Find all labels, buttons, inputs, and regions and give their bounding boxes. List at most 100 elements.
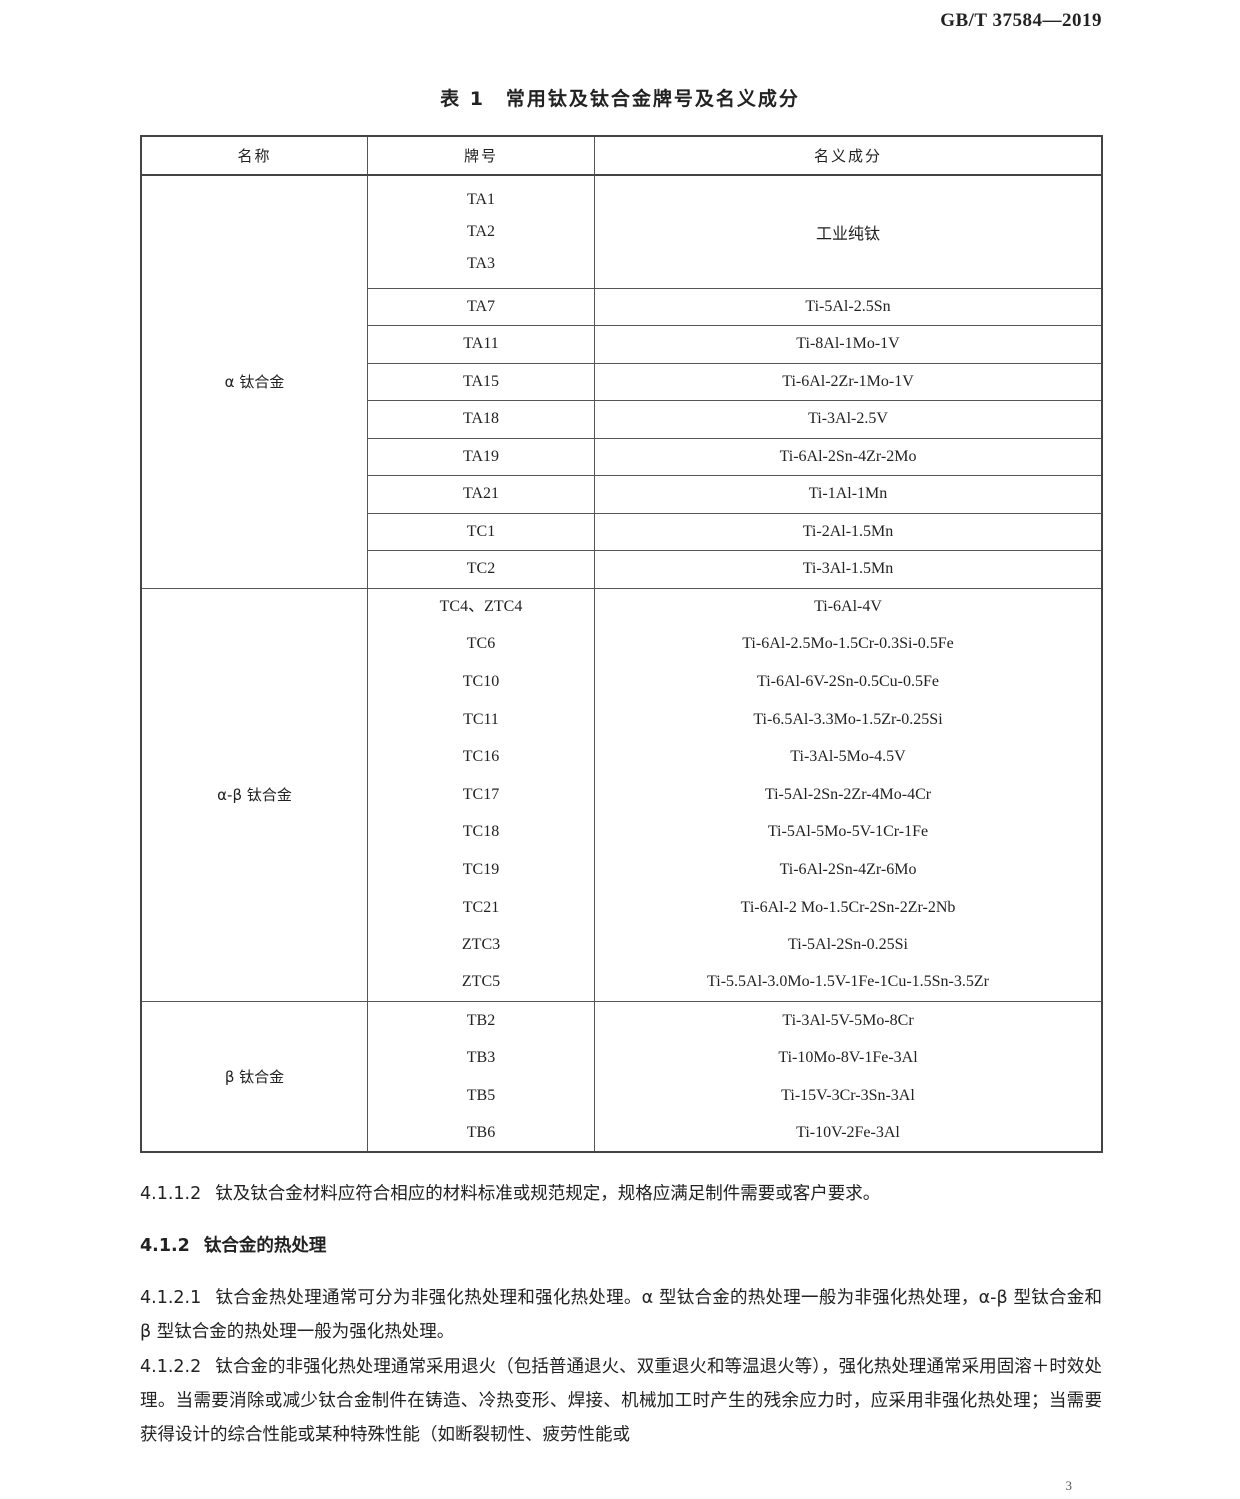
table-row: TC6 Ti-6Al-2.5Mo-1.5Cr-0.3Si-0.5Fe bbox=[141, 625, 1103, 664]
grade-label: TA11 bbox=[463, 335, 499, 353]
grade-label: TC17 bbox=[462, 785, 500, 803]
grade-cell: TA21 bbox=[367, 475, 595, 514]
grade-cell: TB6 bbox=[367, 1114, 595, 1153]
grade-cell: TC6 bbox=[367, 625, 595, 664]
table-row: ZTC3 Ti-5Al-2Sn-0.25Si bbox=[141, 926, 1103, 964]
grade-label: TA3 bbox=[466, 254, 496, 272]
composition-cell: Ti-3Al-1.5Mn bbox=[594, 550, 1103, 589]
clause-text: 钛及钛合金材料应符合相应的材料标准或规范规定，规格应满足制件需要或客户要求。 bbox=[215, 1184, 881, 1204]
grade-label: TC4、ZTC4 bbox=[439, 598, 523, 616]
heading-4-1-2: 4.1.2 钛合金的热处理 bbox=[140, 1229, 1102, 1263]
grade-label: TC11 bbox=[463, 710, 499, 728]
grade-label: TC19 bbox=[462, 860, 500, 878]
grade-cell: TC11 bbox=[367, 700, 595, 739]
composition-cell: Ti-15V-3Cr-3Sn-3Al bbox=[594, 1076, 1103, 1115]
table-row: TB5 Ti-15V-3Cr-3Sn-3Al bbox=[141, 1076, 1103, 1115]
table-row: TA11 Ti-8Al-1Mo-1V bbox=[141, 325, 1103, 364]
table-caption: 表 1 常用钛及钛合金牌号及名义成分 bbox=[440, 88, 800, 110]
table-row: TA7 Ti-5Al-2.5Sn bbox=[141, 288, 1103, 326]
grade-cell: TA19 bbox=[367, 438, 595, 476]
composition-cell: Ti-2Al-1.5Mn bbox=[594, 513, 1103, 551]
grade-label: TC18 bbox=[462, 823, 500, 841]
column-header-grade: 牌号 bbox=[367, 136, 595, 176]
composition-cell: Ti-3Al-5Mo-4.5V bbox=[594, 738, 1103, 776]
table-row: TC1 Ti-2Al-1.5Mn bbox=[141, 513, 1103, 551]
composition-cell: Ti-8Al-1Mo-1V bbox=[594, 325, 1103, 364]
grade-cell: TC10 bbox=[367, 663, 595, 701]
table-row: TB3 Ti-10Mo-8V-1Fe-3Al bbox=[141, 1039, 1103, 1077]
column-header-name: 名称 bbox=[140, 136, 368, 176]
composition-cell: Ti-1Al-1Mn bbox=[594, 475, 1103, 514]
clause-number: 4.1.2.1 bbox=[140, 1288, 202, 1308]
grade-cell: ZTC3 bbox=[367, 926, 595, 964]
grade-cell: TA1 TA2 TA3 bbox=[367, 175, 595, 289]
composition-cell: Ti-5Al-2.5Sn bbox=[594, 288, 1103, 326]
composition-cell: Ti-6Al-2Sn-4Zr-2Mo bbox=[594, 438, 1103, 476]
table-header-row: 名称 牌号 名义成分 bbox=[140, 136, 1103, 176]
table-row: TB6 Ti-10V-2Fe-3Al bbox=[141, 1114, 1103, 1153]
table-row: TC2 Ti-3Al-1.5Mn bbox=[141, 550, 1103, 589]
standard-number: GB/T 37584—2019 bbox=[940, 10, 1102, 31]
clause-number: 4.1.2.2 bbox=[140, 1357, 202, 1377]
grade-label: TB5 bbox=[466, 1086, 496, 1104]
grade-cell: TA15 bbox=[367, 363, 595, 401]
composition-cell: Ti-10V-2Fe-3Al bbox=[594, 1114, 1103, 1153]
grade-label: TA2 bbox=[466, 222, 496, 240]
grade-cell: TB2 bbox=[367, 1001, 595, 1040]
table-row: ZTC5 Ti-5.5Al-3.0Mo-1.5V-1Fe-1Cu-1.5Sn-3.… bbox=[141, 963, 1103, 1003]
grade-cell: ZTC5 bbox=[367, 963, 595, 1003]
table-row: TC17 Ti-5Al-2Sn-2Zr-4Mo-4Cr bbox=[141, 775, 1103, 814]
grade-label: ZTC5 bbox=[461, 973, 501, 991]
grade-cell: TA18 bbox=[367, 400, 595, 439]
paragraph-4-1-1-2: 4.1.1.2 钛及钛合金材料应符合相应的材料标准或规范规定，规格应满足制件需要或… bbox=[140, 1177, 1102, 1211]
grade-label: TC16 bbox=[462, 748, 500, 766]
table-row: TC10 Ti-6Al-6V-2Sn-0.5Cu-0.5Fe bbox=[141, 663, 1103, 701]
paragraph-4-1-2-2: 4.1.2.2 钛合金的非强化热处理通常采用退火（包括普通退火、双重退火和等温退火… bbox=[140, 1350, 1102, 1452]
grade-label: TC21 bbox=[462, 898, 500, 916]
composition-cell: Ti-6Al-2.5Mo-1.5Cr-0.3Si-0.5Fe bbox=[594, 625, 1103, 664]
grade-cell: TB3 bbox=[367, 1039, 595, 1077]
composition-cell: Ti-6Al-2Zr-1Mo-1V bbox=[594, 363, 1103, 401]
grade-label: TA15 bbox=[462, 372, 500, 390]
composition-cell: Ti-6Al-2 Mo-1.5Cr-2Sn-2Zr-2Nb bbox=[594, 888, 1103, 927]
grade-cell: TC1 bbox=[367, 513, 595, 551]
table-row: TA21 Ti-1Al-1Mn bbox=[141, 475, 1103, 514]
composition-cell: Ti-10Mo-8V-1Fe-3Al bbox=[594, 1039, 1103, 1077]
composition-cell: Ti-6.5Al-3.3Mo-1.5Zr-0.25Si bbox=[594, 700, 1103, 739]
heading-text: 钛合金的热处理 bbox=[203, 1236, 327, 1256]
grade-label: TB6 bbox=[466, 1123, 496, 1141]
composition-cell: 工业纯钛 bbox=[594, 175, 1103, 289]
table-row: TC16 Ti-3Al-5Mo-4.5V bbox=[141, 738, 1103, 776]
table-row: α 钛合金 TA1 TA2 TA3 工业纯钛 bbox=[140, 175, 1103, 589]
grade-cell: TC2 bbox=[367, 550, 595, 589]
grade-label: TB3 bbox=[466, 1048, 496, 1066]
composition-cell: Ti-5Al-2Sn-0.25Si bbox=[594, 926, 1103, 964]
composition-cell: Ti-6Al-2Sn-4Zr-6Mo bbox=[594, 851, 1103, 889]
grade-cell: TA7 bbox=[367, 288, 595, 326]
grade-cell: TA11 bbox=[367, 325, 595, 364]
table-row: TA15 Ti-6Al-2Zr-1Mo-1V bbox=[141, 363, 1103, 401]
grade-label: TC2 bbox=[466, 560, 496, 578]
clause-text: 钛合金热处理通常可分为非强化热处理和强化热处理。α 型钛合金的热处理一般为非强化… bbox=[140, 1288, 1102, 1342]
column-header-composition: 名义成分 bbox=[594, 136, 1103, 176]
composition-cell: Ti-5Al-5Mo-5V-1Cr-1Fe bbox=[594, 813, 1103, 852]
grade-cell: TC4、ZTC4 bbox=[367, 588, 595, 626]
grade-label: ZTC3 bbox=[461, 936, 501, 954]
table-row: TC11 Ti-6.5Al-3.3Mo-1.5Zr-0.25Si bbox=[141, 700, 1103, 739]
composition-cell: Ti-6Al-4V bbox=[594, 588, 1103, 626]
grade-label: TA1 bbox=[466, 190, 496, 208]
composition-cell: Ti-3Al-5V-5Mo-8Cr bbox=[594, 1001, 1103, 1040]
clause-number: 4.1.2 bbox=[140, 1236, 190, 1256]
grade-cell: TC21 bbox=[367, 888, 595, 927]
alloy-class-cell: β 钛合金 bbox=[140, 1001, 368, 1153]
composition-cell: Ti-6Al-6V-2Sn-0.5Cu-0.5Fe bbox=[594, 663, 1103, 701]
grade-cell: TC17 bbox=[367, 775, 595, 814]
grade-label: TC6 bbox=[466, 635, 496, 653]
grade-cell: TC19 bbox=[367, 851, 595, 889]
table-row: TA19 Ti-6Al-2Sn-4Zr-2Mo bbox=[141, 438, 1103, 476]
grade-cell: TC18 bbox=[367, 813, 595, 852]
alloy-class-cell: α 钛合金 bbox=[140, 175, 368, 589]
alloy-class-cell: α-β 钛合金 bbox=[140, 588, 368, 1003]
clause-number: 4.1.1.2 bbox=[140, 1184, 202, 1204]
table-row: β 钛合金 TB2 Ti-3Al-5V-5Mo-8Cr bbox=[140, 1001, 1103, 1153]
